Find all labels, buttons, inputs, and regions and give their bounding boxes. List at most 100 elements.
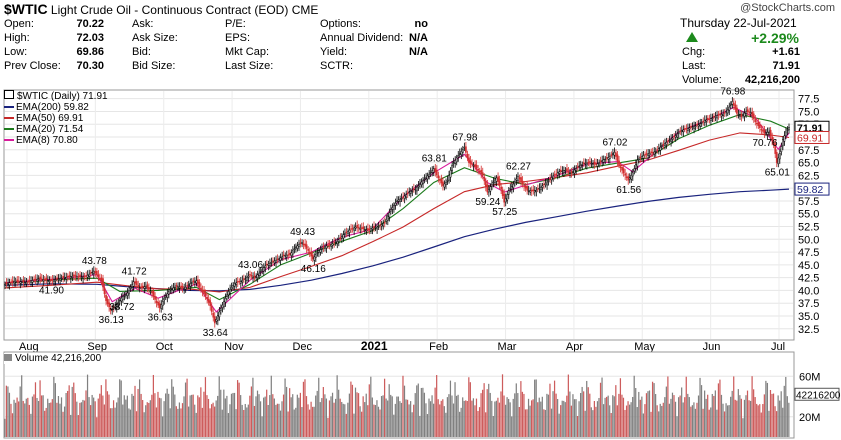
volume-bar bbox=[119, 379, 121, 437]
volume-bar bbox=[581, 386, 583, 437]
volume-bar bbox=[310, 401, 312, 437]
volume-bar bbox=[726, 405, 729, 437]
price-tick-label: 67.5 bbox=[798, 145, 819, 157]
candle-body bbox=[553, 174, 556, 176]
candle-body bbox=[656, 149, 659, 151]
price-tick-label: 65.0 bbox=[798, 158, 819, 170]
candle-body bbox=[230, 287, 233, 290]
volume-bar bbox=[140, 393, 142, 437]
volume-bar bbox=[148, 402, 150, 437]
candle-body bbox=[285, 254, 288, 258]
volume-bar bbox=[632, 396, 634, 437]
candle-body bbox=[584, 163, 587, 165]
volume-bar bbox=[742, 418, 744, 437]
volume-bar bbox=[733, 376, 735, 437]
price-annotation: 63.81 bbox=[422, 154, 447, 165]
volume-bar bbox=[468, 377, 470, 437]
volume-bar bbox=[691, 405, 693, 437]
ema200-line bbox=[4, 188, 790, 292]
candle-body bbox=[362, 226, 365, 230]
price-annotations: 43.78 38.72 41.72 36.13 36.63 41.90 33.64 43.06… bbox=[39, 86, 790, 339]
volume-bar bbox=[445, 412, 447, 437]
volume-bar bbox=[644, 404, 646, 437]
candle-body bbox=[697, 124, 700, 127]
volume-bar bbox=[466, 400, 468, 437]
candle-body bbox=[140, 286, 143, 289]
volume-bar bbox=[292, 394, 294, 437]
volume-bar bbox=[393, 414, 395, 437]
ema8-swatch bbox=[4, 139, 14, 142]
candle-body bbox=[425, 177, 427, 179]
volume-bar bbox=[481, 389, 484, 437]
volume-bar bbox=[540, 401, 542, 437]
volume-bar bbox=[356, 392, 358, 437]
candle-body bbox=[96, 270, 98, 275]
price-annotation: 38.72 bbox=[109, 302, 134, 313]
volume-bar bbox=[602, 404, 605, 437]
candle-body bbox=[664, 143, 666, 146]
volume-bar bbox=[227, 413, 230, 437]
candle-body bbox=[662, 143, 665, 146]
legend-ema50: EMA(50) 69.91 bbox=[4, 113, 108, 124]
volume-bar bbox=[674, 401, 677, 437]
volume-bar bbox=[163, 401, 165, 437]
volume-bar bbox=[437, 399, 439, 437]
volume-bar bbox=[290, 397, 292, 437]
price-annotation: 43.06 bbox=[238, 260, 263, 271]
candle-body bbox=[725, 111, 728, 113]
candle-body bbox=[314, 254, 317, 258]
options-label: Options: bbox=[320, 18, 361, 30]
yield-value: N/A bbox=[409, 46, 428, 58]
right-axis-marker bbox=[794, 182, 830, 196]
price-annotation: 46.16 bbox=[301, 264, 326, 275]
volume-bar bbox=[289, 388, 291, 437]
volume-bar bbox=[524, 409, 527, 437]
candle-body bbox=[138, 287, 141, 289]
candle-body bbox=[688, 127, 691, 130]
candle-body bbox=[288, 253, 291, 255]
candle-body bbox=[318, 250, 320, 253]
volume-bar bbox=[619, 378, 622, 437]
volume-bar bbox=[152, 374, 154, 437]
volume-bar bbox=[253, 405, 256, 437]
volume-bar bbox=[184, 382, 187, 437]
price-annotation: 57.25 bbox=[492, 207, 517, 218]
volume-bar bbox=[97, 398, 99, 437]
volume-bar bbox=[77, 415, 79, 437]
volume-bar bbox=[68, 385, 70, 437]
candle-body bbox=[555, 173, 558, 175]
candle-body bbox=[370, 228, 372, 232]
volume-bar bbox=[599, 382, 602, 437]
volume-bar bbox=[462, 397, 464, 437]
candle-body bbox=[673, 136, 676, 138]
volume-bar bbox=[587, 387, 589, 437]
candle-body bbox=[527, 190, 530, 192]
candle-body bbox=[760, 129, 763, 131]
candle-body bbox=[573, 169, 576, 174]
candle-body bbox=[506, 194, 509, 201]
volume-bar bbox=[518, 407, 520, 437]
volume-bar bbox=[301, 407, 303, 437]
candle-body bbox=[635, 164, 637, 169]
candle-body bbox=[432, 168, 435, 173]
volume-bar bbox=[566, 395, 568, 437]
volume-bar bbox=[786, 396, 788, 437]
volume-bar bbox=[364, 402, 366, 437]
candle-body bbox=[91, 271, 94, 274]
volume-bar bbox=[267, 404, 269, 437]
chg-label: Chg: bbox=[682, 46, 706, 58]
candle-body bbox=[706, 117, 709, 120]
volume-bar bbox=[515, 383, 517, 437]
candle-body bbox=[220, 308, 222, 311]
volume-bar bbox=[203, 391, 205, 437]
candle-body bbox=[625, 176, 628, 178]
volume-bar bbox=[527, 398, 530, 437]
volume-bar bbox=[51, 399, 53, 437]
price-annotation: 41.72 bbox=[122, 267, 147, 278]
candle-body bbox=[572, 171, 574, 173]
volume-bar bbox=[318, 377, 320, 437]
volume-bar bbox=[246, 407, 248, 437]
ask-size-label: Ask Size: bbox=[132, 32, 178, 44]
candle-body bbox=[400, 198, 403, 200]
volume-bar bbox=[263, 397, 265, 437]
